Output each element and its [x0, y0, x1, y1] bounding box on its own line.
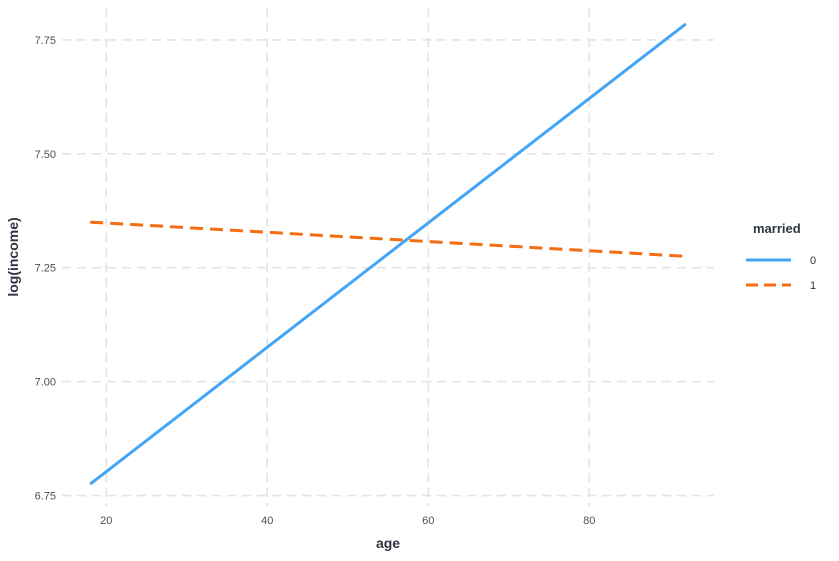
legend: married 01 — [746, 221, 816, 292]
x-axis-title: age — [376, 535, 400, 551]
y-axis-title: log(income) — [5, 217, 21, 296]
y-tick-label: 7.25 — [35, 263, 56, 275]
legend-label-0: 0 — [810, 255, 816, 267]
y-axis-ticks: 6.75 7.00 7.25 7.50 7.75 — [35, 35, 56, 503]
legend-items: 01 — [746, 255, 816, 292]
y-tick-label: 7.00 — [35, 377, 56, 389]
series-line-1 — [90, 220, 686, 258]
y-tick-label: 7.75 — [35, 35, 56, 47]
x-axis-ticks: 20 40 60 80 — [100, 515, 595, 527]
grid-lines — [62, 8, 714, 506]
series-line-0 — [89, 22, 687, 486]
y-tick-label: 7.50 — [35, 149, 56, 161]
legend-title: married — [753, 221, 801, 236]
x-tick-label: 40 — [261, 515, 273, 527]
legend-label-1: 1 — [810, 280, 816, 292]
x-tick-label: 20 — [100, 515, 112, 527]
x-tick-label: 80 — [583, 515, 595, 527]
series-lines — [89, 22, 687, 486]
x-tick-label: 60 — [422, 515, 434, 527]
y-tick-label: 6.75 — [35, 491, 56, 503]
